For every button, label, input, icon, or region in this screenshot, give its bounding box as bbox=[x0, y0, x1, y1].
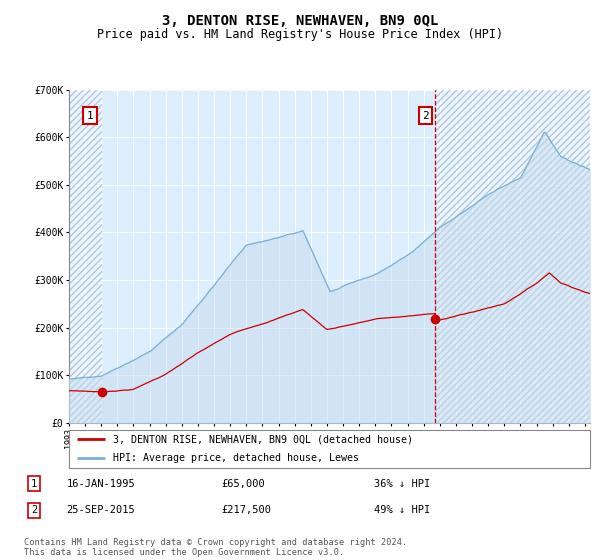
Bar bbox=[436, 90, 590, 423]
Text: £65,000: £65,000 bbox=[221, 479, 265, 489]
Text: HPI: Average price, detached house, Lewes: HPI: Average price, detached house, Lewe… bbox=[113, 453, 359, 463]
Text: 2: 2 bbox=[31, 506, 37, 515]
Text: 1: 1 bbox=[31, 479, 37, 489]
Text: 49% ↓ HPI: 49% ↓ HPI bbox=[374, 506, 430, 515]
Bar bbox=[69, 90, 102, 423]
Text: 2: 2 bbox=[422, 111, 429, 121]
Text: Price paid vs. HM Land Registry's House Price Index (HPI): Price paid vs. HM Land Registry's House … bbox=[97, 28, 503, 41]
Text: Contains HM Land Registry data © Crown copyright and database right 2024.
This d: Contains HM Land Registry data © Crown c… bbox=[24, 538, 407, 557]
Text: £217,500: £217,500 bbox=[221, 506, 271, 515]
Text: 3, DENTON RISE, NEWHAVEN, BN9 0QL: 3, DENTON RISE, NEWHAVEN, BN9 0QL bbox=[162, 14, 438, 28]
Text: 3, DENTON RISE, NEWHAVEN, BN9 0QL (detached house): 3, DENTON RISE, NEWHAVEN, BN9 0QL (detac… bbox=[113, 434, 413, 444]
Bar bbox=[436, 90, 590, 423]
Text: 1: 1 bbox=[86, 111, 94, 121]
Text: 36% ↓ HPI: 36% ↓ HPI bbox=[374, 479, 430, 489]
FancyBboxPatch shape bbox=[69, 430, 590, 468]
Text: 25-SEP-2015: 25-SEP-2015 bbox=[66, 506, 135, 515]
Text: 16-JAN-1995: 16-JAN-1995 bbox=[66, 479, 135, 489]
Bar bbox=[69, 90, 102, 423]
